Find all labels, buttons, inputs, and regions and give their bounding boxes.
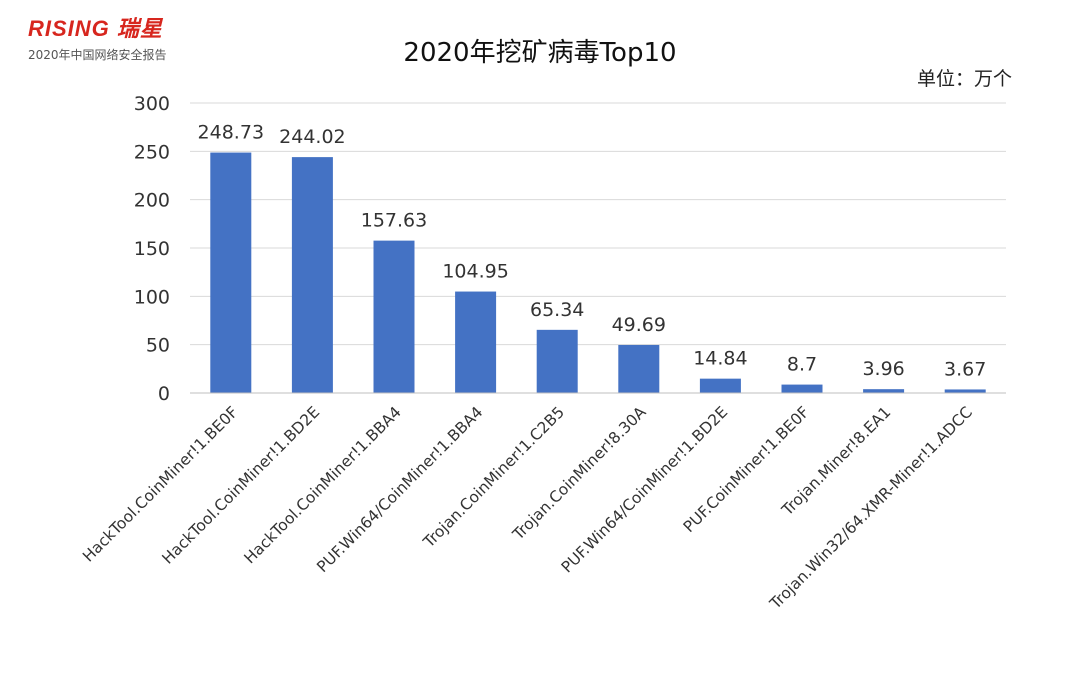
brand-logo: RISING 瑞星 2020年中国网络安全报告: [28, 18, 167, 63]
x-tick-label: HackTool.CoinMiner!1.BBA4: [241, 403, 405, 567]
bar: [618, 344, 660, 393]
y-tick-label: 50: [146, 335, 170, 357]
x-tick-label: PUF.Win64/CoinMiner!1.BBA4: [313, 403, 486, 576]
y-tick-label: 0: [158, 383, 170, 405]
bar: [781, 384, 823, 393]
y-tick-label: 200: [134, 190, 170, 212]
bar: [944, 389, 986, 393]
x-tick-label: Trojan.CoinMiner!8.30A: [509, 403, 650, 544]
brand-name: RISING 瑞星: [28, 16, 163, 41]
x-tick-label: HackTool.CoinMiner!1.BD2E: [159, 403, 324, 568]
data-label: 65.34: [530, 299, 584, 321]
y-tick-label: 250: [134, 141, 170, 163]
bar: [536, 329, 578, 393]
data-label: 8.7: [787, 354, 817, 376]
data-label: 157.63: [361, 210, 427, 232]
y-tick-label: 100: [134, 286, 170, 308]
bar: [291, 157, 333, 393]
y-tick-label: 150: [134, 238, 170, 260]
data-labels: 248.73 244.02 157.63 104.95 65.34 49.69 14.84 8…: [198, 122, 987, 381]
bar: [210, 152, 252, 393]
bar: [863, 389, 905, 393]
y-axis-ticks: 0 50 100 150 200 250 300: [134, 93, 170, 405]
brand-subtitle: 2020年中国网络安全报告: [28, 48, 167, 62]
data-label: 104.95: [442, 261, 508, 283]
unit-label: 单位：万个: [916, 68, 1012, 90]
data-label: 3.67: [944, 358, 986, 380]
bars: [210, 152, 986, 393]
chart-title: 2020年挖矿病毒Top10: [403, 38, 677, 68]
data-label: 248.73: [198, 122, 264, 144]
x-tick-label: PUF.Win64/CoinMiner!1.BD2E: [558, 403, 731, 576]
data-label: 3.96: [862, 358, 904, 380]
bar: [455, 291, 497, 393]
data-label: 14.84: [693, 348, 747, 370]
x-tick-label: HackTool.CoinMiner!1.BE0F: [79, 403, 242, 566]
bar: [373, 240, 415, 393]
y-tick-label: 300: [134, 93, 170, 115]
bar: [699, 378, 741, 393]
x-tick-label: Trojan.CoinMiner!1.C2B5: [419, 403, 568, 552]
data-label: 244.02: [279, 126, 345, 148]
data-label: 49.69: [612, 314, 666, 336]
x-axis-ticks: HackTool.CoinMiner!1.BE0FHackTool.CoinMi…: [79, 403, 976, 614]
